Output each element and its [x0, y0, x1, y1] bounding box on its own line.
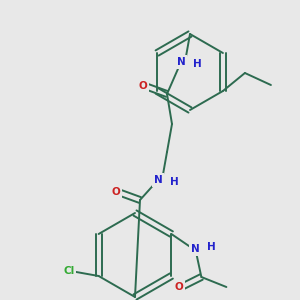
- Text: H: H: [207, 242, 216, 252]
- Text: Cl: Cl: [63, 266, 74, 276]
- Text: N: N: [191, 244, 200, 254]
- Text: N: N: [177, 57, 185, 67]
- Text: N: N: [154, 175, 162, 185]
- Text: O: O: [139, 81, 147, 91]
- Text: O: O: [112, 187, 120, 197]
- Text: H: H: [193, 59, 201, 69]
- Text: O: O: [175, 282, 184, 292]
- Text: H: H: [169, 177, 178, 187]
